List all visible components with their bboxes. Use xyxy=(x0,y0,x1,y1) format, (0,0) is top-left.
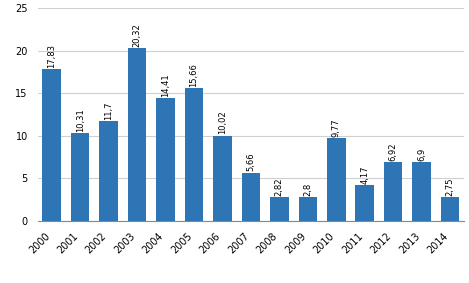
Text: 2,82: 2,82 xyxy=(275,177,284,196)
Text: 6,9: 6,9 xyxy=(417,148,426,161)
Text: 20,32: 20,32 xyxy=(133,23,142,47)
Text: 6,92: 6,92 xyxy=(389,142,398,161)
Text: 10,31: 10,31 xyxy=(76,108,85,132)
Bar xyxy=(412,162,431,221)
Bar xyxy=(270,197,288,221)
Text: 11,7: 11,7 xyxy=(104,102,113,120)
Bar xyxy=(128,48,146,221)
Bar xyxy=(71,133,90,221)
Bar xyxy=(156,98,175,221)
Bar xyxy=(384,162,402,221)
Bar xyxy=(327,138,346,221)
Bar xyxy=(242,173,260,221)
Text: 15,66: 15,66 xyxy=(189,63,198,87)
Text: 2,8: 2,8 xyxy=(303,183,312,196)
Text: 5,66: 5,66 xyxy=(246,153,256,171)
Text: 10,02: 10,02 xyxy=(218,111,227,134)
Bar xyxy=(43,69,61,221)
Text: 14,41: 14,41 xyxy=(161,74,170,97)
Bar xyxy=(213,136,232,221)
Bar xyxy=(356,185,374,221)
Text: 4,17: 4,17 xyxy=(360,166,369,184)
Text: 17,83: 17,83 xyxy=(47,44,56,68)
Text: 9,77: 9,77 xyxy=(332,118,341,136)
Bar xyxy=(185,88,203,221)
Text: 2,75: 2,75 xyxy=(446,178,454,196)
Bar xyxy=(441,198,459,221)
Bar xyxy=(299,197,317,221)
Bar xyxy=(99,121,118,221)
